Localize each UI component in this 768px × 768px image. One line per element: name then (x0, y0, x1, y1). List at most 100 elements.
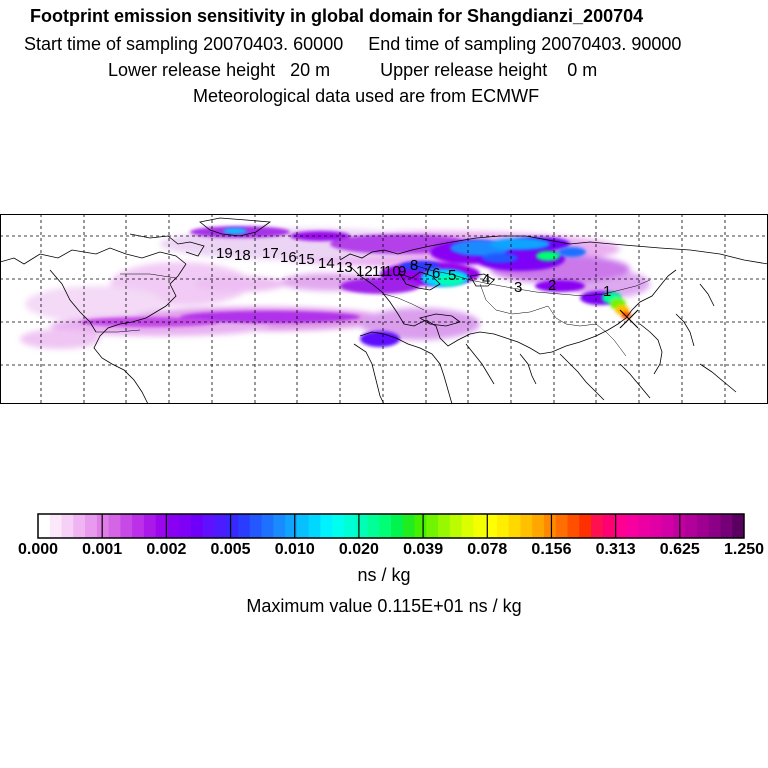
trajectory-label-2: 2 (548, 277, 556, 294)
colorbar-swatch (179, 514, 192, 538)
colorbar-swatch (543, 514, 557, 538)
colorbar-swatch (696, 514, 710, 538)
colorbar-tick-label: 1.250 (724, 541, 764, 558)
colorbar-swatch (708, 514, 721, 538)
colorbar-swatch (343, 514, 357, 538)
colorbar-swatch (285, 514, 298, 538)
colorbar-swatch (120, 514, 133, 538)
trajectory-label-6: 6 (432, 265, 440, 282)
colorbar-tick-label: 0.010 (275, 541, 315, 558)
colorbar-swatch (238, 514, 251, 538)
colorbar-swatch (520, 514, 533, 538)
colorbar-swatch (732, 514, 745, 538)
colorbar-swatch (579, 514, 592, 538)
trajectory-label-17: 17 (262, 245, 279, 262)
colorbar-swatch (591, 514, 604, 538)
trajectory-label-4: 4 (482, 271, 490, 288)
colorbar-tick-label: 0.625 (660, 541, 700, 558)
colorbar-swatch (190, 514, 204, 538)
trajectory-label-18: 18 (234, 247, 251, 264)
trajectory-label-16: 16 (280, 249, 297, 266)
colorbar-swatch (49, 514, 63, 538)
colorbar-swatch (649, 514, 663, 538)
colorbar-tick-label: 0.001 (82, 541, 122, 558)
colorbar-swatch (473, 514, 486, 538)
colorbar-swatch (308, 514, 321, 538)
colorbar-swatch (661, 514, 674, 538)
trajectory-label-14: 14 (318, 255, 335, 272)
colorbar-swatches (38, 514, 745, 538)
colorbar-swatch (296, 514, 310, 538)
colorbar-swatch (426, 514, 439, 538)
maximum-value-label: Maximum value 0.115E+01 ns / kg (246, 596, 522, 616)
colorbar-tick-lines (101, 514, 681, 538)
colorbar-tick-label: 0.078 (467, 541, 507, 558)
trajectory-label-11: 11 (372, 263, 388, 280)
colorbar-tick-label: 0.020 (339, 541, 379, 558)
trajectory-label-19: 19 (216, 245, 233, 262)
map-title: Footprint emission sensitivity in global… (30, 6, 644, 26)
trajectory-label-12: 12 (356, 263, 373, 280)
colorbar-swatch (614, 514, 627, 538)
sampling-time-line: Start time of sampling 20070403. 60000 E… (24, 34, 682, 54)
colorbar-swatch (555, 514, 568, 538)
colorbar-swatch (332, 514, 345, 538)
colorbar-swatch (155, 514, 168, 538)
colorbar-swatch (214, 514, 227, 538)
trajectory-label-5: 5 (448, 267, 456, 284)
colorbar-tick-label: 0.002 (146, 541, 186, 558)
colorbar-swatch (602, 514, 616, 538)
trajectory-label-9: 9 (398, 263, 406, 280)
colorbar-swatch (449, 514, 463, 538)
colorbar-swatch (414, 514, 427, 538)
colorbar-swatch (379, 514, 392, 538)
colorbar-swatch (108, 514, 121, 538)
trajectory-label-13: 13 (336, 259, 353, 276)
colorbar-swatch (61, 514, 74, 538)
colorbar-swatch (226, 514, 239, 538)
colorbar-tick-label: 0.313 (596, 541, 636, 558)
colorbar-swatch (143, 514, 157, 538)
colorbar-swatch (567, 514, 580, 538)
graticule (0, 214, 768, 404)
colorbar-swatch (720, 514, 733, 538)
colorbar-swatch (496, 514, 510, 538)
colorbar-swatch (685, 514, 698, 538)
colorbar-swatch (273, 514, 286, 538)
colorbar-swatch (367, 514, 380, 538)
colorbar-swatch (249, 514, 263, 538)
colorbar-tick-label: 0.005 (211, 541, 251, 558)
colorbar-swatch (355, 514, 368, 538)
colorbar-swatch (96, 514, 110, 538)
colorbar-swatch (402, 514, 416, 538)
release-site-marker (619, 309, 639, 329)
colorbar: 0.000 0.001 0.002 0.005 0.010 0.020 0.039 0.078… (18, 513, 764, 558)
colorbar-tick-label: 0.039 (403, 541, 443, 558)
colorbar-swatch (132, 514, 145, 538)
colorbar-swatch (626, 514, 639, 538)
trajectory-label-3: 3 (514, 279, 522, 296)
colorbar-frame (37, 513, 745, 539)
colorbar-units: ns / kg (357, 565, 411, 585)
colorbar-tick-labels: 0.000 0.001 0.002 0.005 0.010 0.020 0.039 0.078… (18, 541, 764, 558)
colorbar-swatch (261, 514, 274, 538)
colorbar-swatch (638, 514, 651, 538)
colorbar-swatch (320, 514, 333, 538)
colorbar-swatch (73, 514, 86, 538)
colorbar-swatch (391, 514, 404, 538)
trajectory-label-1: 1 (603, 283, 611, 300)
colorbar-swatch (461, 514, 474, 538)
trajectory-label-10: 10 (384, 263, 401, 280)
colorbar-swatch (532, 514, 545, 538)
colorbar-swatch (167, 514, 180, 538)
colorbar-tick-label: 0.156 (531, 541, 571, 558)
release-height-line: Lower release height 20 m Upper release … (108, 60, 598, 80)
colorbar-swatch (438, 514, 451, 538)
trajectory-label-8: 8 (410, 257, 418, 274)
trajectory-label-7: 7 (424, 261, 432, 278)
colorbar-swatch (485, 514, 498, 538)
colorbar-swatch (85, 514, 98, 538)
meteo-source-line: Meteorological data used are from ECMWF (193, 86, 540, 106)
